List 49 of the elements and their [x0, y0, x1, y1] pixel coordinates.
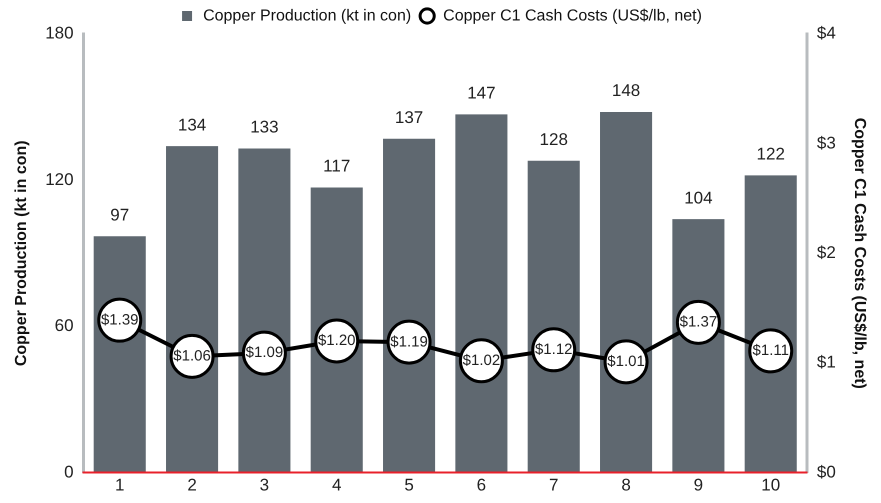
- y2-tick-label: $4: [816, 24, 836, 43]
- x-tick-label: 1: [114, 475, 124, 494]
- data-label: 128: [540, 130, 568, 149]
- y-tick-label: 60: [54, 316, 74, 336]
- bar: [528, 160, 580, 473]
- y-tick-label: 180: [45, 24, 74, 43]
- x-tick-label: 4: [332, 475, 342, 494]
- x-tick-label: 6: [476, 475, 486, 494]
- bar: [383, 138, 436, 473]
- x-tick-label: 2: [187, 475, 197, 494]
- data-label: $1.09: [246, 344, 284, 362]
- bar: [166, 146, 218, 473]
- y-tick-label: 120: [45, 170, 74, 189]
- x-tick-label: 10: [761, 475, 780, 494]
- data-label: $1.12: [534, 340, 572, 358]
- data-label: $1.02: [462, 352, 500, 369]
- data-label: $1.39: [100, 311, 139, 328]
- y-tick-label: 0: [64, 462, 74, 482]
- data-label: 117: [323, 156, 350, 176]
- data-label: $1.01: [607, 352, 645, 370]
- legend-label: Copper C1 Cash Costs (US$/lb, net): [443, 7, 702, 24]
- x-tick-label: 3: [260, 475, 270, 494]
- y2-tick-label: $2: [816, 242, 836, 262]
- data-label: 104: [684, 188, 713, 208]
- bar: [238, 148, 290, 473]
- legend-label: Copper Production (kt in con): [203, 7, 412, 24]
- data-label: 133: [250, 118, 279, 137]
- y2-tick-label: $1: [816, 352, 836, 372]
- x-tick-label: 5: [404, 475, 414, 494]
- data-label: $1.06: [173, 348, 211, 365]
- data-label: 147: [467, 84, 496, 103]
- y2-tick-label: $3: [816, 133, 836, 152]
- y2-axis-title: Copper C1 Cash Costs (US$/lb, net): [850, 118, 868, 389]
- x-tick-label: 9: [694, 475, 704, 494]
- x-tick-label: 7: [548, 475, 558, 494]
- data-label: $1.20: [318, 332, 356, 350]
- data-label: 122: [756, 144, 785, 164]
- data-label: $1.19: [390, 333, 428, 350]
- y-axis-title: Copper Production (kt in con): [13, 140, 30, 366]
- x-tick-label: 8: [621, 475, 631, 494]
- bar: [600, 112, 652, 473]
- data-label: 134: [178, 115, 206, 134]
- data-label: 148: [612, 81, 640, 100]
- data-label: $1.11: [752, 342, 789, 360]
- y2-tick-label: $0: [816, 462, 836, 482]
- data-label: 97: [110, 205, 130, 224]
- data-label: 137: [394, 108, 424, 127]
- data-label: $1.37: [680, 314, 718, 331]
- bar: [455, 114, 508, 473]
